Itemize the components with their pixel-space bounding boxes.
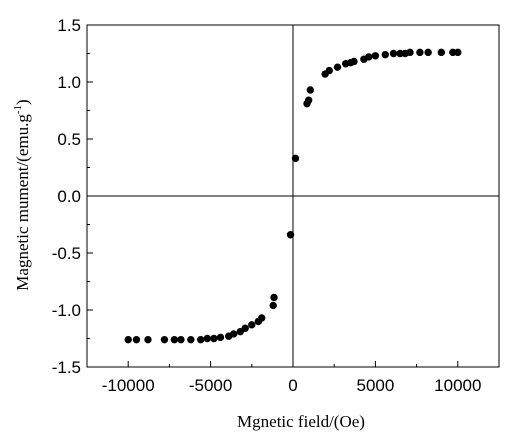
data-point xyxy=(210,334,218,343)
data-point xyxy=(270,293,278,302)
y-tick-label: -0.5 xyxy=(52,244,81,263)
data-point xyxy=(304,96,313,104)
data-point xyxy=(416,48,424,57)
data-point xyxy=(203,334,212,343)
data-point xyxy=(286,231,295,239)
data-point xyxy=(350,57,358,66)
data-point xyxy=(325,66,333,75)
y-axis-title-close: ) xyxy=(13,99,32,105)
data-point xyxy=(170,335,179,344)
data-point xyxy=(144,335,152,344)
y-axis-title-superscript: -1 xyxy=(12,105,24,114)
x-tick-label: 10000 xyxy=(434,376,481,395)
y-tick-label: 0.5 xyxy=(57,130,81,149)
data-point xyxy=(216,333,225,342)
y-tick-label: 1.0 xyxy=(57,73,81,92)
data-point xyxy=(371,52,380,60)
x-tick-label: 0 xyxy=(288,376,297,395)
x-axis-ticks: -10000 -5000 0 5000 10000 xyxy=(86,361,500,395)
data-point xyxy=(381,50,389,59)
data-point xyxy=(187,335,195,344)
y-axis-title: Magnetic mument/(emu.g-1) xyxy=(12,99,32,290)
y-axis-ticks: -1.5 -1.0 -0.5 0.0 0.5 1.0 1.5 xyxy=(52,16,93,377)
x-tick-label: -10000 xyxy=(102,376,155,395)
x-tick-label: -5000 xyxy=(189,376,232,395)
y-tick-label: -1.5 xyxy=(52,358,81,377)
y-tick-label: 0.0 xyxy=(57,187,81,206)
x-axis-title: Mgnetic field/(Oe) xyxy=(237,412,365,431)
data-point xyxy=(229,330,238,338)
data-point xyxy=(437,48,446,57)
data-point xyxy=(306,86,315,94)
y-tick-label: -1.0 xyxy=(52,301,81,320)
data-point xyxy=(424,48,432,57)
data-point xyxy=(389,49,398,58)
y-tick-label: 1.5 xyxy=(57,16,81,35)
data-point xyxy=(291,154,300,163)
data-point xyxy=(241,324,249,332)
x-tick-label: 5000 xyxy=(356,376,394,395)
data-points xyxy=(124,48,462,344)
y-axis-title-main: Magnetic mument/(emu.g xyxy=(13,114,32,291)
data-point xyxy=(124,335,132,344)
data-point xyxy=(333,63,342,71)
data-point xyxy=(365,53,373,61)
zero-lines xyxy=(87,25,499,367)
data-point xyxy=(406,48,414,57)
data-point xyxy=(160,335,169,344)
data-point xyxy=(269,301,277,310)
data-point xyxy=(197,335,205,344)
data-point xyxy=(177,335,185,344)
data-point xyxy=(132,335,141,344)
data-point xyxy=(454,48,462,57)
data-point xyxy=(257,314,266,322)
data-point xyxy=(248,321,256,329)
